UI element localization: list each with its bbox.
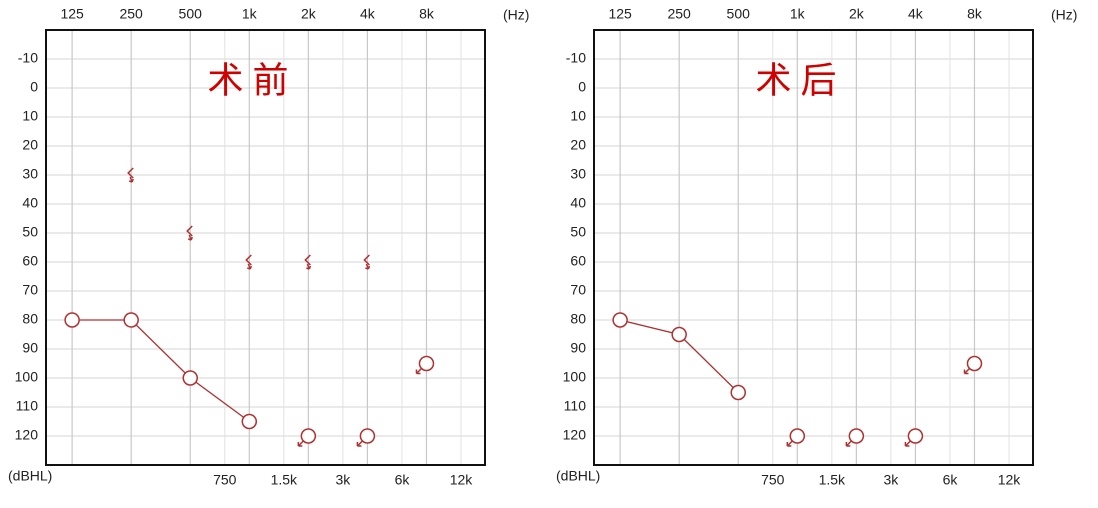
x-tick-label: 500 bbox=[727, 6, 751, 22]
no-response-arrow bbox=[415, 367, 423, 375]
air-marker bbox=[730, 384, 746, 401]
air-marker bbox=[789, 428, 806, 444]
air-marker bbox=[671, 326, 687, 343]
x-tick-label: 1k bbox=[790, 6, 806, 22]
no-response-arrow bbox=[963, 367, 971, 375]
y-tick-label: -10 bbox=[566, 50, 586, 66]
y-tick-label: 70 bbox=[570, 282, 586, 298]
x-tick-label-bottom: 750 bbox=[761, 472, 785, 488]
no-response-arrow bbox=[845, 440, 852, 447]
air-marker bbox=[182, 370, 198, 386]
y-tick-label: 20 bbox=[570, 137, 586, 153]
y-tick-label: -10 bbox=[18, 50, 38, 66]
y-tick-label: 10 bbox=[570, 108, 586, 124]
y-tick-label: 30 bbox=[22, 166, 38, 182]
x-axis-label: (Hz) bbox=[503, 7, 529, 23]
plot-background bbox=[594, 30, 1033, 465]
no-response-arrow bbox=[365, 263, 371, 270]
air-marker bbox=[64, 312, 80, 328]
air-marker bbox=[848, 428, 865, 444]
x-tick-label-bottom: 750 bbox=[213, 472, 237, 488]
y-tick-label: 30 bbox=[570, 166, 586, 182]
no-response-arrow bbox=[904, 440, 911, 447]
y-tick-label: 80 bbox=[22, 311, 38, 327]
y-tick-label: 40 bbox=[570, 195, 586, 211]
x-tick-label: 125 bbox=[60, 6, 84, 22]
x-tick-label: 4k bbox=[908, 6, 924, 22]
x-tick-label: 8k bbox=[967, 6, 983, 22]
x-tick-label: 250 bbox=[119, 6, 143, 22]
y-tick-label: 40 bbox=[22, 195, 38, 211]
plot-border bbox=[45, 29, 486, 466]
bone-marker bbox=[363, 254, 370, 266]
air-marker bbox=[300, 428, 317, 444]
x-tick-label-bottom: 12k bbox=[998, 472, 1022, 488]
y-tick-label: 20 bbox=[22, 137, 38, 153]
x-tick-label: 125 bbox=[608, 6, 632, 22]
x-tick-label-bottom: 12k bbox=[450, 472, 474, 488]
y-tick-label: 70 bbox=[22, 282, 38, 298]
x-tick-label: 4k bbox=[360, 6, 376, 22]
y-tick-label: 100 bbox=[15, 369, 39, 385]
air-marker bbox=[612, 312, 628, 328]
x-axis-label: (Hz) bbox=[1051, 7, 1077, 23]
y-tick-label: 80 bbox=[570, 311, 586, 327]
air-marker bbox=[359, 428, 376, 444]
air-marker bbox=[907, 428, 924, 444]
y-tick-label: 120 bbox=[563, 427, 587, 443]
air-marker bbox=[241, 413, 258, 430]
bone-marker bbox=[186, 225, 193, 237]
y-axis-label: (dBHL) bbox=[556, 468, 600, 484]
bone-marker bbox=[245, 254, 252, 266]
y-tick-label: 120 bbox=[15, 427, 39, 443]
x-tick-label: 1k bbox=[242, 6, 258, 22]
no-response-arrow bbox=[786, 440, 793, 447]
air-marker bbox=[966, 355, 983, 372]
y-tick-label: 60 bbox=[570, 253, 586, 269]
x-tick-label: 2k bbox=[849, 6, 865, 22]
y-tick-label: 110 bbox=[16, 398, 39, 414]
y-tick-label: 90 bbox=[570, 340, 586, 356]
y-tick-label: 50 bbox=[22, 224, 38, 240]
y-tick-label: 100 bbox=[563, 369, 587, 385]
y-tick-label: 50 bbox=[570, 224, 586, 240]
x-tick-label-bottom: 1.5k bbox=[819, 472, 846, 488]
no-response-arrow bbox=[356, 440, 363, 447]
no-response-arrow bbox=[187, 234, 193, 241]
x-tick-label: 500 bbox=[179, 6, 203, 22]
x-tick-label: 2k bbox=[301, 6, 317, 22]
plot-border bbox=[593, 29, 1034, 466]
chart-title: 术 后 bbox=[755, 60, 836, 100]
y-tick-label: 10 bbox=[22, 108, 38, 124]
bone-marker bbox=[304, 254, 311, 266]
x-tick-label: 8k bbox=[419, 6, 435, 22]
x-tick-label-bottom: 6k bbox=[395, 472, 411, 488]
y-tick-label: 110 bbox=[564, 398, 587, 414]
x-tick-label: 250 bbox=[667, 6, 691, 22]
x-tick-label-bottom: 6k bbox=[943, 472, 959, 488]
y-tick-label: 0 bbox=[30, 79, 38, 95]
no-response-arrow bbox=[247, 263, 253, 270]
no-response-arrow bbox=[128, 176, 134, 183]
no-response-arrow bbox=[306, 263, 312, 270]
panel: -10 0 10 20 30 40 50 60 70 80 90 100 110 120 125 250 500… bbox=[8, 6, 529, 488]
bone-marker bbox=[127, 167, 134, 179]
x-tick-label-bottom: 1.5k bbox=[271, 472, 298, 488]
air-marker bbox=[418, 355, 435, 372]
y-tick-label: 60 bbox=[22, 253, 38, 269]
y-axis-label: (dBHL) bbox=[8, 468, 52, 484]
x-tick-label-bottom: 3k bbox=[884, 472, 900, 488]
y-tick-label: 90 bbox=[22, 340, 38, 356]
plot-background bbox=[46, 30, 485, 465]
x-tick-label-bottom: 3k bbox=[336, 472, 352, 488]
no-response-arrow bbox=[297, 440, 304, 447]
air-marker bbox=[123, 312, 139, 328]
chart-title: 术 前 bbox=[207, 60, 288, 100]
y-tick-label: 0 bbox=[578, 79, 586, 95]
panel: -10 0 10 20 30 40 50 60 70 80 90 100 110 120 125 250 500… bbox=[556, 6, 1077, 488]
air-line bbox=[72, 319, 250, 423]
